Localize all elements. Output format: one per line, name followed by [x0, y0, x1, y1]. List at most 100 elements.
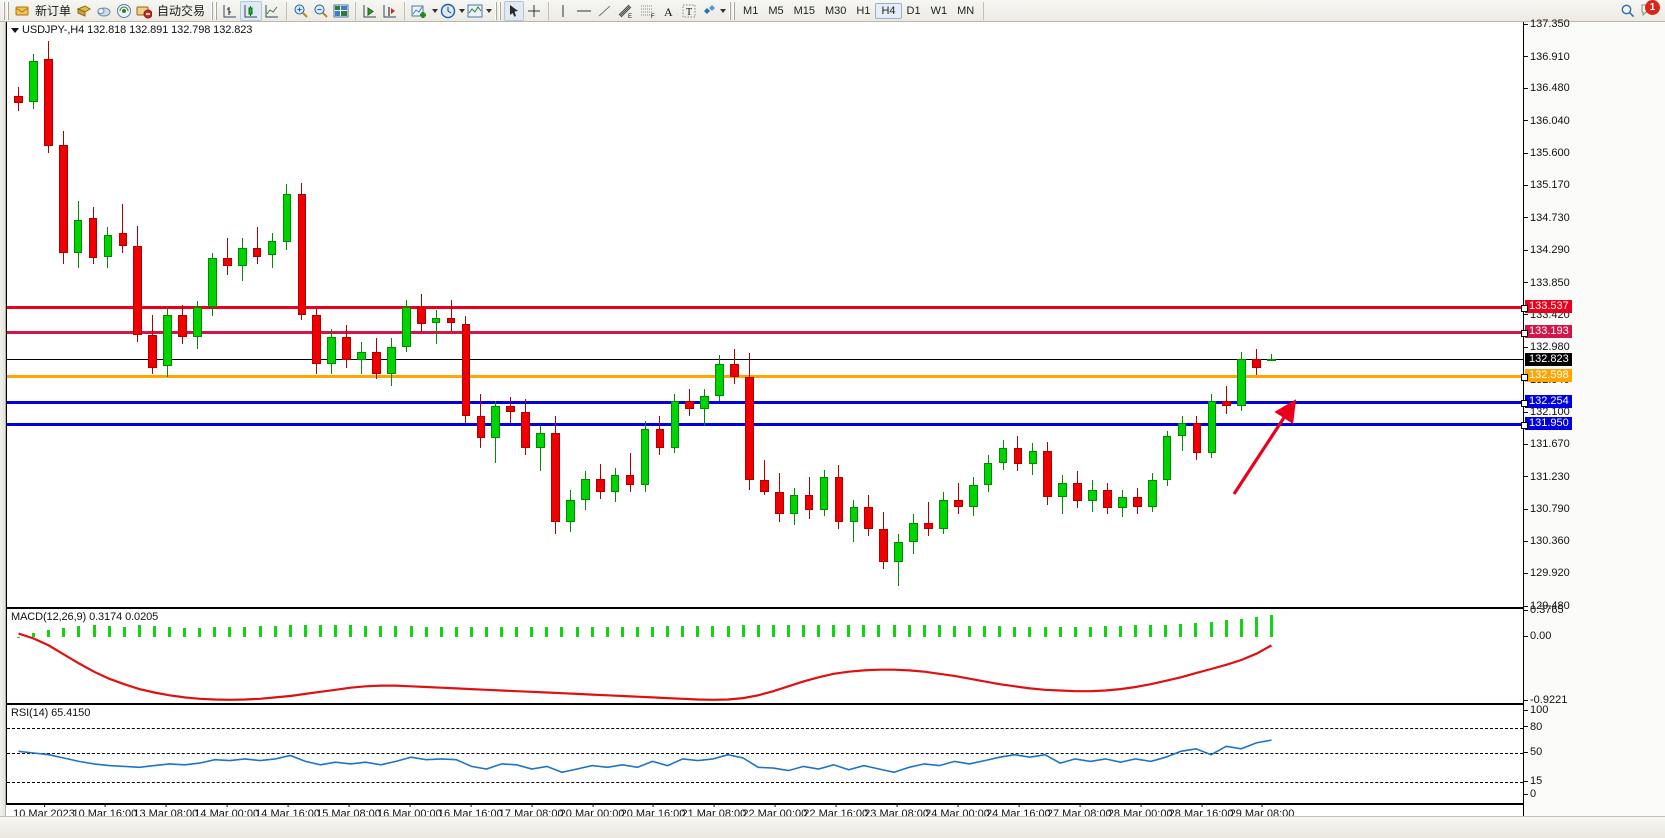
- macd-histogram-bar: [62, 628, 66, 638]
- zoom-in-icon[interactable]: [291, 1, 311, 21]
- macd-histogram-bar: [711, 626, 715, 638]
- price-level-line[interactable]: [7, 304, 1528, 312]
- rsi-tick: 100: [1524, 705, 1548, 716]
- period-w1[interactable]: W1: [930, 4, 948, 17]
- price-tick: 135.170: [1524, 180, 1570, 191]
- line-handle[interactable]: [1521, 399, 1528, 407]
- macd-histogram-bar: [998, 626, 1002, 638]
- macd-histogram-bar: [364, 626, 368, 638]
- signals-icon[interactable]: [114, 1, 134, 21]
- shift-start-icon[interactable]: [360, 1, 380, 21]
- text-tool-icon[interactable]: A: [659, 1, 679, 21]
- period-h1[interactable]: H1: [856, 4, 871, 17]
- macd-histogram-bar: [635, 626, 639, 638]
- period-mn[interactable]: MN: [957, 4, 975, 17]
- line-handle[interactable]: [1521, 330, 1528, 338]
- vertical-line-icon[interactable]: [553, 1, 573, 21]
- price-tick: 137.350: [1524, 19, 1570, 30]
- macd-histogram-bar: [379, 626, 383, 638]
- zoom-out-icon[interactable]: [311, 1, 331, 21]
- price-level-line[interactable]: [7, 330, 1528, 338]
- add-indicator-icon[interactable]: [409, 1, 431, 21]
- toolbar-grip-3[interactable]: [495, 1, 502, 20]
- macd-histogram-bar: [1224, 620, 1228, 638]
- chevron-down-icon-4[interactable]: [720, 8, 727, 13]
- price-level-line[interactable]: [7, 399, 1528, 407]
- new-order-icon[interactable]: [12, 1, 32, 21]
- macd-histogram-bar: [575, 626, 579, 638]
- collapse-triangle-icon[interactable]: [11, 27, 19, 33]
- shift-end-icon[interactable]: [380, 1, 400, 21]
- macd-histogram-bar: [952, 626, 956, 638]
- period-m15[interactable]: M15: [793, 4, 815, 17]
- macd-histogram-bar: [1013, 626, 1017, 638]
- chevron-down-icon-3[interactable]: [486, 8, 493, 13]
- crosshair-icon[interactable]: [524, 1, 544, 21]
- macd-pane[interactable]: MACD(12,26,9) 0.3174 0.0205: [6, 608, 1523, 704]
- toolbar-grip-4[interactable]: [729, 1, 736, 20]
- price-level-line[interactable]: [7, 358, 1524, 360]
- auto-trading-label[interactable]: 自动交易: [157, 4, 206, 18]
- price-tick: 134.290: [1524, 245, 1570, 256]
- horizontal-line-icon[interactable]: [573, 1, 595, 21]
- period-m1[interactable]: M1: [743, 4, 759, 17]
- toolbar-separator-3: [404, 1, 406, 20]
- macd-histogram-bar: [303, 624, 307, 638]
- chevron-down-icon[interactable]: [432, 8, 439, 13]
- text-label-icon[interactable]: T: [679, 1, 699, 21]
- candlestick-chart-icon[interactable]: [240, 0, 263, 21]
- price-scale[interactable]: 137.350 136.910 136.480 136.040 135.600 135.1…: [1523, 19, 1665, 838]
- macd-histogram-bar: [228, 626, 232, 638]
- price-tick: 134.730: [1524, 212, 1570, 224]
- period-m30[interactable]: M30: [825, 4, 847, 17]
- chevron-down-icon-2[interactable]: [459, 8, 466, 13]
- period-d1[interactable]: D1: [906, 4, 921, 17]
- macd-histogram-bar: [409, 626, 413, 638]
- price-tick: 131.230: [1524, 471, 1570, 483]
- period-m5[interactable]: M5: [768, 4, 784, 17]
- price-tick: 133.420: [1524, 309, 1570, 321]
- macd-histogram-bar: [469, 627, 473, 638]
- macd-histogram-bar: [168, 627, 171, 638]
- line-chart-icon[interactable]: [262, 1, 282, 21]
- macd-histogram-bar: [334, 625, 338, 638]
- line-handle[interactable]: [1521, 374, 1528, 382]
- shapes-icon[interactable]: [699, 1, 719, 21]
- briefcase-icon[interactable]: [74, 1, 94, 21]
- search-icon[interactable]: [1618, 1, 1638, 21]
- macd-histogram-bar: [243, 626, 247, 638]
- templates-icon[interactable]: [465, 1, 485, 21]
- toolbar-grip[interactable]: [3, 1, 9, 20]
- macd-histogram-bar: [122, 626, 126, 638]
- price-level-line[interactable]: [7, 374, 1528, 382]
- svg-text:F: F: [651, 14, 655, 19]
- toolbar-grip-2[interactable]: [211, 1, 218, 20]
- period-h4[interactable]: H4: [875, 2, 902, 19]
- line-handle[interactable]: [1521, 304, 1528, 312]
- mail-icon[interactable]: [134, 1, 154, 21]
- price-pane[interactable]: USDJPY-,H4 132.818 132.891 132.798 132.8…: [6, 22, 1528, 608]
- new-order-label[interactable]: 新订单: [35, 4, 72, 18]
- macd-signal-polyline: [18, 632, 1273, 701]
- symbol-ohlc-label: USDJPY-,H4 132.818 132.891 132.798 132.8…: [11, 24, 252, 36]
- bar-chart-icon[interactable]: [220, 1, 240, 21]
- equidistant-channel-icon[interactable]: E: [615, 1, 637, 21]
- chart-canvas-area[interactable]: USDJPY-,H4 132.818 132.891 132.798 132.8…: [0, 19, 1665, 838]
- macd-histogram-bar: [349, 625, 353, 638]
- price-level-line[interactable]: [7, 422, 1528, 430]
- rsi-tick: 0: [1524, 789, 1536, 800]
- tile-windows-icon[interactable]: [331, 1, 351, 21]
- macd-histogram-bar: [1134, 625, 1138, 638]
- alerts-icon[interactable]: 1: [1638, 0, 1660, 21]
- macd-histogram-bar: [771, 625, 775, 638]
- macd-histogram-bar: [560, 626, 564, 638]
- cursor-icon[interactable]: [504, 0, 525, 21]
- cloud-icon[interactable]: [94, 1, 114, 21]
- line-handle[interactable]: [1521, 422, 1528, 430]
- period-clock-icon[interactable]: [438, 1, 458, 21]
- trendline-icon[interactable]: [595, 1, 615, 21]
- price-level-tag: 131.950: [1525, 417, 1572, 431]
- rsi-pane[interactable]: RSI(14) 65.4150: [6, 704, 1523, 804]
- macd-histogram-bar: [907, 625, 911, 638]
- fibonacci-icon[interactable]: F: [637, 1, 659, 21]
